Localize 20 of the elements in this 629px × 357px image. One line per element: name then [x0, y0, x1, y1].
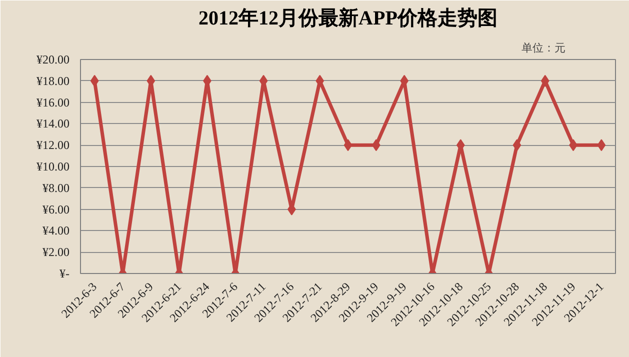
text: 单位：元: [522, 42, 566, 54]
y-tick-label: ¥14.00: [36, 116, 70, 131]
y-tick-label: ¥6.00: [42, 202, 70, 216]
chart-title: 2012年12月份最新APP价格走势图: [198, 6, 498, 30]
point: [90, 74, 99, 87]
y-tick-label: ¥18.00: [36, 74, 70, 88]
y-tick-label: ¥8.00: [42, 180, 70, 195]
point: [597, 139, 606, 152]
y-tick-label: ¥20.00: [36, 52, 70, 66]
point: [344, 139, 352, 152]
y-tick-label: ¥12.00: [36, 138, 70, 152]
y-tick-label: ¥4.00: [42, 224, 70, 238]
point: [316, 74, 324, 87]
y-tick-label: ¥16.00: [36, 95, 70, 110]
point: [540, 74, 550, 87]
point: [512, 139, 522, 152]
y-tick-label: ¥10.00: [36, 160, 70, 174]
y-tick-label: ¥-: [60, 266, 70, 280]
y-tick-label: ¥2.00: [42, 245, 70, 260]
point: [372, 139, 380, 152]
